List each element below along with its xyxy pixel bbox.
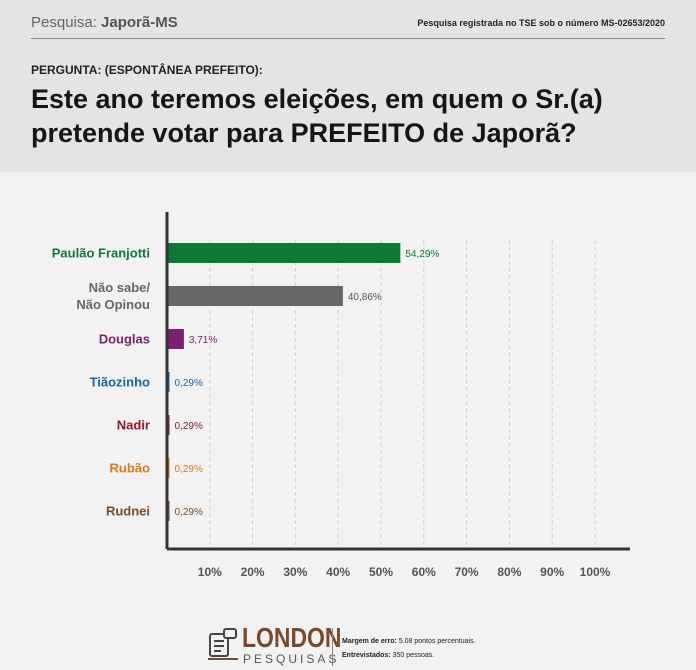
x-tick-label: 30% (283, 565, 307, 579)
x-tick-label: 90% (540, 565, 564, 579)
question-label: PERGUNTA: (ESPONTÂNEA PREFEITO): (31, 63, 263, 77)
x-tick-label: 20% (241, 565, 265, 579)
x-tick-label: 60% (412, 565, 436, 579)
bar-chart: Paulão Franjotti 54,29% Não sabe/Não Opino… (0, 172, 696, 612)
bar (168, 286, 343, 306)
margin-value: 5.08 pontos percentuais. (398, 638, 476, 645)
category-label: Nadir (117, 418, 150, 433)
question-text: Este ano teremos eleições, em quem o Sr.… (31, 84, 603, 148)
value-label: 0,29% (175, 421, 203, 432)
x-tick-label: 80% (497, 565, 521, 579)
footer-divider (332, 628, 333, 666)
x-tick-label: 50% (369, 565, 393, 579)
category-label: Tiãozinho (90, 375, 150, 390)
interviewed-count: Entrevistados: 350 pessoas. (342, 652, 434, 659)
category-label: Paulão Franjotti (52, 246, 150, 261)
top-bar: Pesquisa: Japorã-MS Pesquisa registrada … (31, 12, 665, 39)
margin-label: Margem de erro: (342, 638, 397, 645)
logo-subtitle: PESQUISAS (243, 652, 340, 666)
bar (168, 329, 184, 349)
x-tick-label: 100% (580, 565, 611, 579)
x-tick-label: 70% (455, 565, 479, 579)
document-chat-icon (208, 628, 238, 660)
bar (168, 243, 401, 263)
bar (168, 458, 170, 478)
logo-name: LONDON (242, 622, 342, 653)
survey-prefix: Pesquisa: (31, 14, 97, 31)
category-label: Não sabe/Não Opinou (76, 280, 150, 312)
footer: LONDON PESQUISAS Margem de erro: 5.08 po… (0, 612, 696, 670)
value-label: 0,29% (175, 378, 203, 389)
survey-title: Pesquisa: Japorã-MS (31, 14, 178, 31)
category-label: Rubão (110, 461, 151, 476)
category-label: Rudnei (106, 504, 150, 519)
registration-note: Pesquisa registrada no TSE sob o número … (417, 18, 665, 28)
bar (168, 501, 170, 521)
x-tick-label: 40% (326, 565, 350, 579)
value-label: 0,29% (175, 507, 203, 518)
category-label: Douglas (99, 332, 150, 347)
margin-of-error: Margem de erro: 5.08 pontos percentuais. (342, 638, 475, 645)
header-panel: Pesquisa: Japorã-MS Pesquisa registrada … (0, 0, 696, 172)
interviewed-label: Entrevistados: (342, 652, 391, 659)
survey-place: Japorã-MS (101, 14, 178, 31)
value-label: 0,29% (175, 464, 203, 475)
value-label: 3,71% (189, 335, 217, 346)
chart-svg: Paulão Franjotti 54,29% Não sabe/Não Opino… (52, 212, 630, 579)
value-label: 54,29% (405, 249, 439, 260)
value-label: 40,86% (348, 292, 382, 303)
bar (168, 415, 170, 435)
bar (168, 372, 170, 392)
interviewed-value: 350 pessoas. (392, 652, 435, 659)
x-tick-label: 10% (198, 565, 222, 579)
